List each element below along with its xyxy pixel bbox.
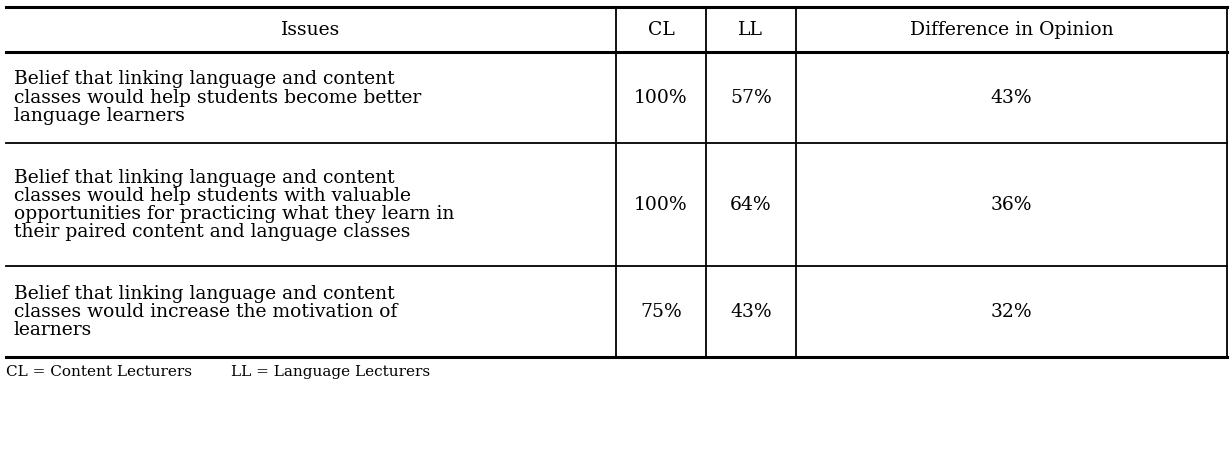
Text: Belief that linking language and content: Belief that linking language and content — [14, 285, 394, 303]
Text: 100%: 100% — [634, 89, 687, 107]
Text: their paired content and language classes: their paired content and language classe… — [14, 223, 410, 241]
Text: 43%: 43% — [991, 89, 1032, 107]
Text: learners: learners — [14, 321, 92, 339]
Text: Issues: Issues — [281, 20, 341, 39]
Text: 64%: 64% — [731, 196, 771, 214]
Text: classes would help students with valuable: classes would help students with valuabl… — [14, 187, 410, 205]
Text: 36%: 36% — [991, 196, 1032, 214]
Text: 75%: 75% — [641, 303, 681, 321]
Text: classes would increase the motivation of: classes would increase the motivation of — [14, 303, 397, 321]
Text: 32%: 32% — [991, 303, 1032, 321]
Text: classes would help students become better: classes would help students become bette… — [14, 89, 421, 107]
Text: LL: LL — [738, 20, 764, 39]
Text: Belief that linking language and content: Belief that linking language and content — [14, 70, 394, 89]
Text: opportunities for practicing what they learn in: opportunities for practicing what they l… — [14, 205, 453, 223]
Text: CL: CL — [648, 20, 674, 39]
Text: language learners: language learners — [14, 107, 185, 125]
Text: 43%: 43% — [731, 303, 771, 321]
Text: CL = Content Lecturers        LL = Language Lecturers: CL = Content Lecturers LL = Language Lec… — [6, 365, 430, 378]
Text: 100%: 100% — [634, 196, 687, 214]
Text: Belief that linking language and content: Belief that linking language and content — [14, 169, 394, 187]
Text: Difference in Opinion: Difference in Opinion — [909, 20, 1114, 39]
Text: 57%: 57% — [731, 89, 771, 107]
